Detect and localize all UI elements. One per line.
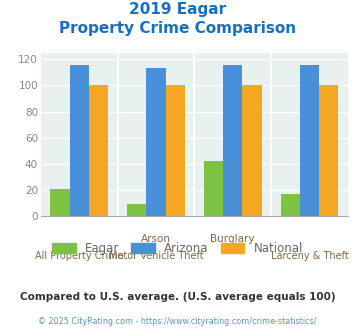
Text: All Property Crime: All Property Crime bbox=[35, 251, 124, 261]
Bar bbox=[242, 85, 262, 216]
Bar bbox=[281, 194, 300, 216]
Bar bbox=[127, 204, 146, 216]
Text: Motor Vehicle Theft: Motor Vehicle Theft bbox=[109, 251, 203, 261]
Bar bbox=[165, 85, 185, 216]
Text: Compared to U.S. average. (U.S. average equals 100): Compared to U.S. average. (U.S. average … bbox=[20, 292, 335, 302]
Text: Larceny & Theft: Larceny & Theft bbox=[271, 251, 348, 261]
Text: Burglary: Burglary bbox=[211, 234, 255, 244]
Bar bbox=[146, 69, 165, 216]
Text: © 2025 CityRating.com - https://www.cityrating.com/crime-statistics/: © 2025 CityRating.com - https://www.city… bbox=[38, 317, 317, 326]
Bar bbox=[223, 65, 242, 216]
Legend: Eagar, Arizona, National: Eagar, Arizona, National bbox=[47, 237, 308, 260]
Bar bbox=[89, 85, 108, 216]
Text: Property Crime Comparison: Property Crime Comparison bbox=[59, 21, 296, 36]
Text: 2019 Eagar: 2019 Eagar bbox=[129, 2, 226, 16]
Bar bbox=[204, 161, 223, 216]
Bar bbox=[319, 85, 338, 216]
Bar bbox=[300, 65, 319, 216]
Bar bbox=[70, 65, 89, 216]
Bar bbox=[50, 189, 70, 216]
Text: Arson: Arson bbox=[141, 234, 171, 244]
